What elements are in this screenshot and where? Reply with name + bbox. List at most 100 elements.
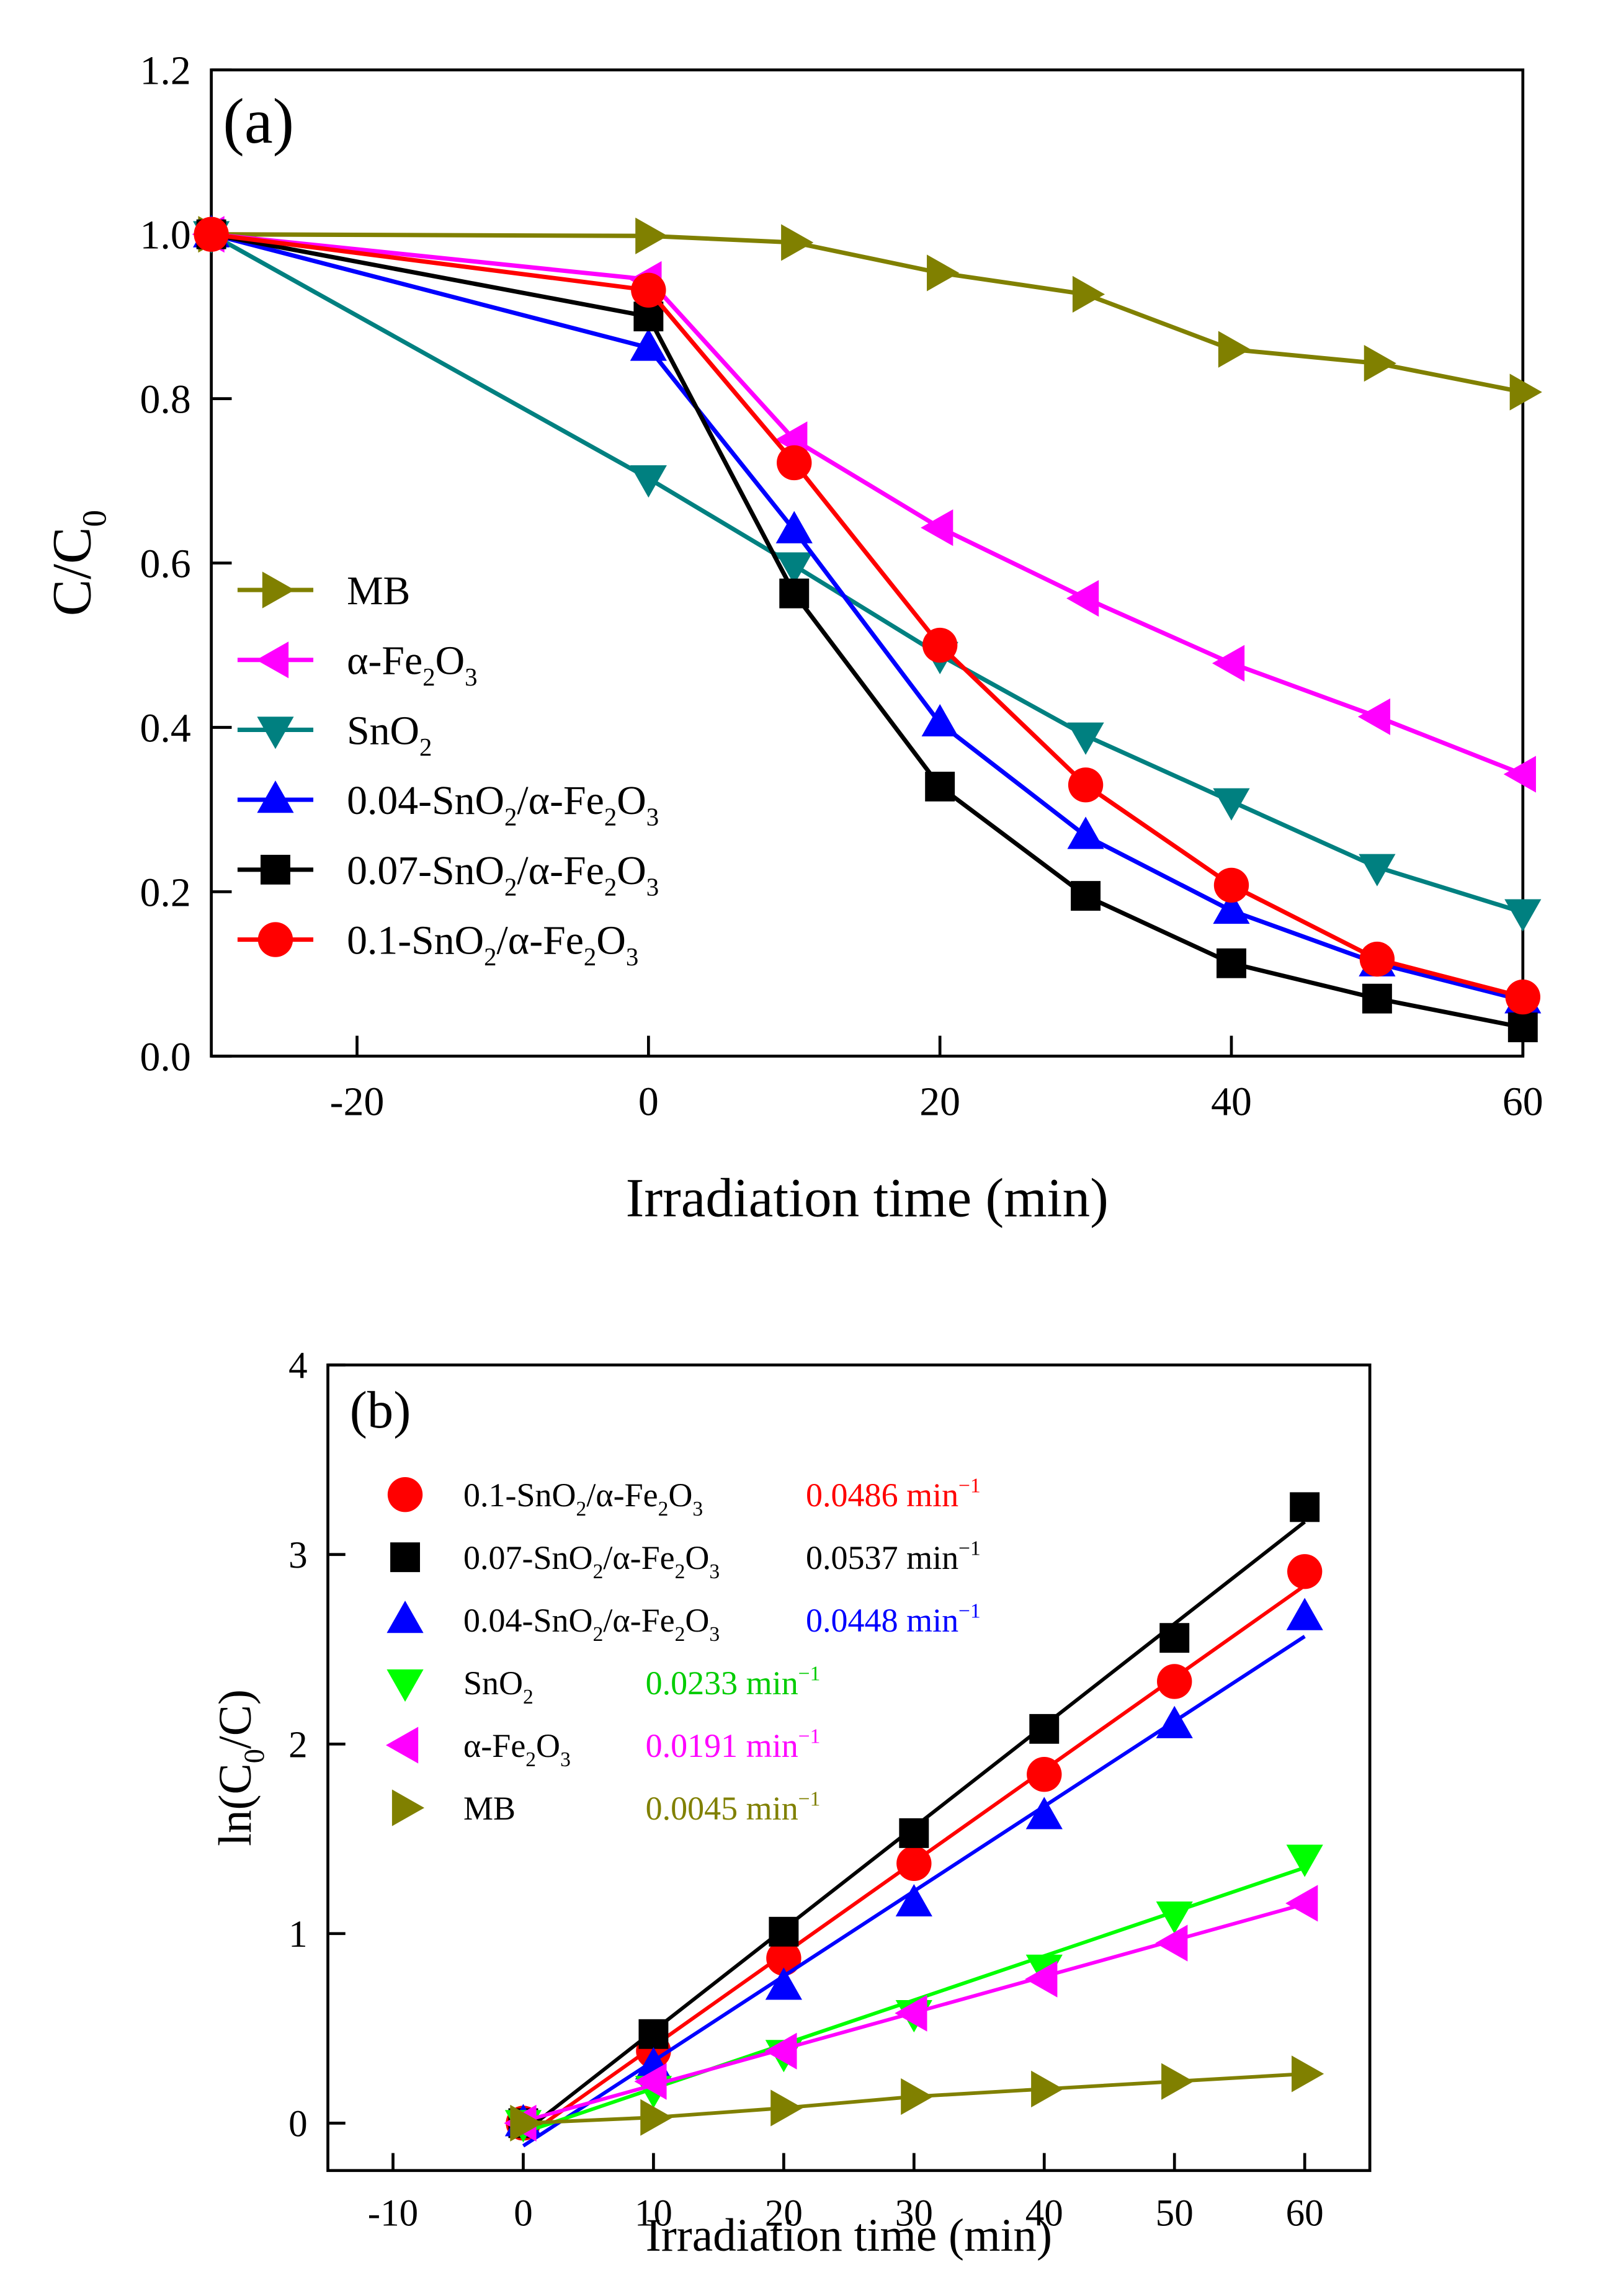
series-4 <box>196 219 1538 1042</box>
rate-constant-label: 0.0486 min−1​ <box>806 1474 981 1514</box>
y-tick-label: 3 <box>288 1535 308 1576</box>
data-point <box>1156 1705 1193 1738</box>
x-tick-label: 60 <box>1503 1079 1543 1125</box>
rate-constant-label: 0.0045 min−1​ <box>646 1787 821 1827</box>
data-point <box>781 224 814 261</box>
x-tick-label: 20 <box>919 1079 960 1125</box>
y-tick-label: 1 <box>288 1914 308 1955</box>
legend-label: MB <box>347 568 410 614</box>
legend-marker <box>261 854 290 885</box>
x-axis-label: Irradiation time (min) <box>626 1168 1109 1229</box>
x-tick-label: 50 <box>1156 2192 1194 2234</box>
rate-constant-label: 0.0537 min−1​ <box>806 1537 981 1576</box>
legend-marker <box>386 1726 419 1764</box>
data-point <box>1285 1885 1318 1922</box>
data-point <box>1292 2055 1324 2093</box>
data-point <box>1507 1012 1538 1042</box>
rate-constant-label: 0.0191 min−1​ <box>646 1725 821 1764</box>
data-point <box>1213 891 1250 924</box>
legend-entry: 0.1-SnO2​/α-Fe2​O3​ 0.0486 min−1​ <box>387 1474 981 1521</box>
data-point <box>775 552 813 585</box>
series-line <box>211 232 1524 395</box>
series-2 <box>504 1597 1323 2148</box>
data-point <box>921 704 958 737</box>
plot-frame <box>210 68 1525 1058</box>
data-point <box>1067 722 1104 755</box>
data-point <box>1504 899 1542 932</box>
legend-marker <box>387 1477 423 1512</box>
legend-label: SnO2​ <box>347 708 432 761</box>
data-point <box>1031 2070 1064 2107</box>
rate-constant-label: 0.0448 min−1​ <box>806 1599 981 1639</box>
legend-entry: 0.04-SnO2​/α-Fe2​O3​ <box>237 778 659 831</box>
y-tick-label: 2 <box>288 1725 308 1766</box>
plot-frame <box>326 1363 1372 2173</box>
data-point <box>638 2019 669 2049</box>
data-point <box>899 1818 929 1848</box>
legend-entry: SnO2​ 0.0233 min−1​ <box>386 1662 820 1709</box>
data-point <box>631 272 666 308</box>
data-point <box>634 2063 667 2100</box>
data-point <box>777 445 812 481</box>
data-point <box>896 1846 932 1881</box>
data-point <box>630 465 667 498</box>
x-tick-label: -10 <box>368 2192 418 2234</box>
y-axis-label-group: ln(C0​/C) <box>210 1689 270 1846</box>
data-point <box>764 2032 797 2070</box>
data-point <box>1286 1844 1323 1877</box>
legend-label: SnO2​ <box>463 1664 534 1709</box>
data-point <box>1157 1664 1192 1699</box>
data-point <box>770 2089 803 2127</box>
data-point <box>927 254 960 292</box>
legend-marker <box>256 641 289 679</box>
legend-label: MB <box>463 1790 516 1827</box>
y-tick-label: 0.0 <box>140 1034 191 1079</box>
legend-entry: α-Fe2​O3​ 0.0191 min−1​ <box>386 1725 820 1771</box>
panel-label: (b) <box>350 1382 411 1439</box>
data-point <box>1213 867 1249 903</box>
data-point <box>510 2104 543 2142</box>
series-line <box>211 232 1524 777</box>
x-tick-label: 10 <box>635 2192 672 2234</box>
panel-label: (a) <box>223 86 294 157</box>
legend-entry: 0.07-SnO2​/α-Fe2​O3​ 0.0537 min−1​ <box>390 1537 981 1583</box>
data-point <box>1218 331 1251 368</box>
series-5 <box>510 2055 1324 2142</box>
data-point <box>1503 756 1536 793</box>
data-point <box>635 217 668 254</box>
x-tick-label: 20 <box>765 2192 803 2234</box>
legend-label: 0.04-SnO2​/α-Fe2​O3​ <box>463 1602 720 1646</box>
data-point <box>194 217 229 252</box>
data-point <box>1212 645 1245 682</box>
y-axis-label-group: C/C0​ <box>42 510 114 616</box>
data-point <box>1025 1960 1058 1998</box>
legend-marker <box>391 1789 425 1826</box>
legend-label: 0.07-SnO2​/α-Fe2​O3​ <box>463 1539 720 1583</box>
data-point <box>640 2099 673 2136</box>
legend-label: 0.1-SnO2​/α-Fe2​O3​ <box>463 1476 703 1521</box>
data-point <box>895 1994 927 2032</box>
data-point <box>1364 345 1396 382</box>
data-point <box>1161 2063 1194 2100</box>
data-point <box>1066 579 1099 617</box>
x-tick-label: 0 <box>514 2192 533 2234</box>
data-point <box>1156 1901 1193 1934</box>
data-point <box>1213 788 1250 821</box>
data-point <box>1287 1554 1323 1589</box>
data-point <box>1067 816 1104 849</box>
legend-marker <box>257 780 294 813</box>
data-point <box>769 1916 799 1947</box>
x-tick-label: 40 <box>1025 2192 1063 2234</box>
data-point <box>779 578 810 609</box>
y-axis-label: ln(C0​/C) <box>210 1689 270 1846</box>
legend-marker <box>262 571 295 609</box>
series-4 <box>504 1885 1318 2142</box>
legend-entry: MB 0.0045 min−1​ <box>391 1787 821 1827</box>
y-tick-label: 0.2 <box>140 870 191 915</box>
x-tick-label: 0 <box>638 1079 659 1125</box>
data-point <box>925 771 955 802</box>
y-tick-label: 1.2 <box>140 48 191 94</box>
y-tick-label: 0.4 <box>140 706 191 751</box>
